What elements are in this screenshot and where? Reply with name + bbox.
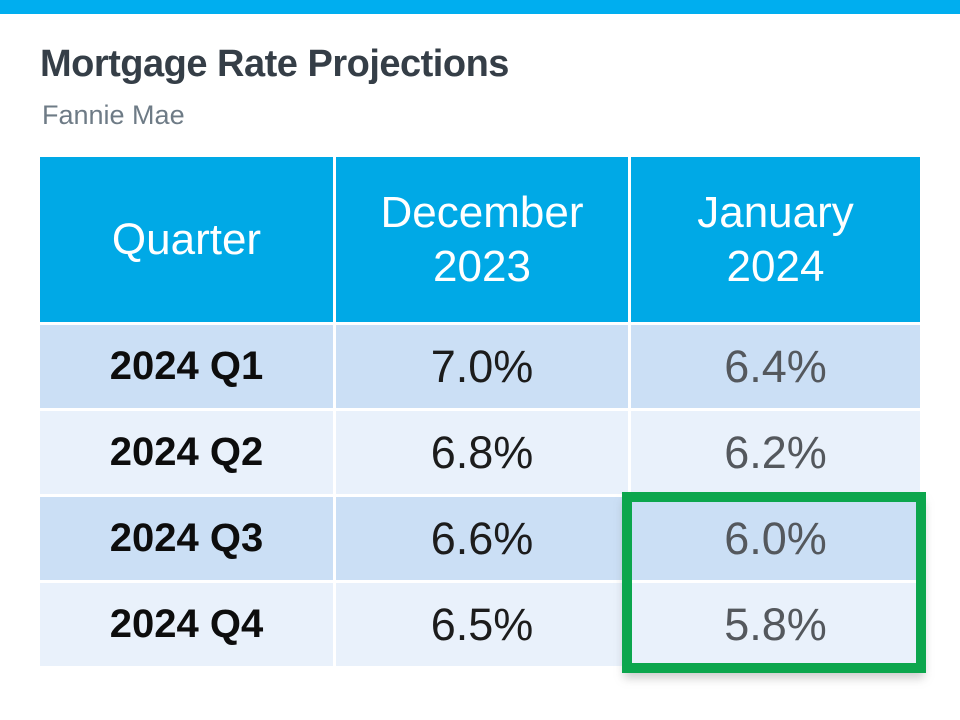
- quarter-cell-q4: 2024 Q4: [40, 583, 333, 666]
- header-cell-quarter: Quarter: [40, 157, 333, 322]
- jan-value-cell-q4: 5.8%: [631, 583, 920, 666]
- header-cell-january-2024: January 2024: [631, 157, 920, 322]
- slide-subtitle: Fannie Mae: [42, 100, 185, 130]
- mortgage-rates-table: Quarter December 2023 January 2024 2024 …: [40, 157, 920, 666]
- jan-value-cell-q1: 6.4%: [631, 325, 920, 408]
- dec-value-cell-q1: 7.0%: [336, 325, 628, 408]
- quarter-cell-q3: 2024 Q3: [40, 497, 333, 580]
- jan-value-cell-q2: 6.2%: [631, 411, 920, 494]
- dec-value-cell-q4: 6.5%: [336, 583, 628, 666]
- quarter-cell-q1: 2024 Q1: [40, 325, 333, 408]
- top-accent-bar: [0, 0, 960, 14]
- dec-value-cell-q3: 6.6%: [336, 497, 628, 580]
- slide-title: Mortgage Rate Projections: [40, 43, 509, 85]
- dec-value-cell-q2: 6.8%: [336, 411, 628, 494]
- header-cell-december-2023: December 2023: [336, 157, 628, 322]
- quarter-cell-q2: 2024 Q2: [40, 411, 333, 494]
- jan-value-cell-q3: 6.0%: [631, 497, 920, 580]
